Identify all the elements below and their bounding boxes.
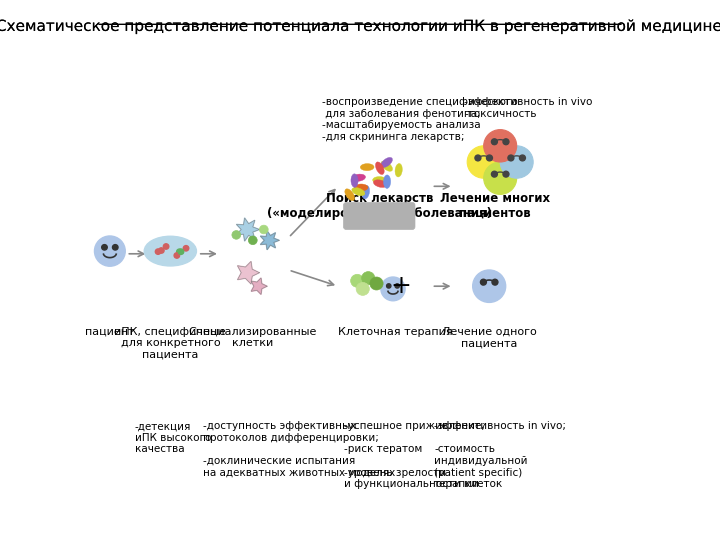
Text: -успешное приживление;

-риск тератом

-уровень зрелости
и функциональности клет: -успешное приживление; -риск тератом -ур…	[343, 421, 502, 489]
Text: -доступность эффективных
протоколов дифференцировки;

-доклинические испытания
н: -доступность эффективных протоколов дифф…	[203, 421, 395, 477]
Text: -эффективность in vivo
-токсичность: -эффективность in vivo -токсичность	[464, 97, 593, 119]
Text: -воспроизведение специфического
 для заболевания фенотипа;
-масштабируемость ана: -воспроизведение специфического для забо…	[322, 97, 517, 142]
Ellipse shape	[374, 180, 387, 187]
Circle shape	[351, 274, 364, 287]
Circle shape	[179, 249, 184, 254]
Text: Лечение многих
пациентов: Лечение многих пациентов	[440, 192, 550, 220]
Ellipse shape	[362, 186, 369, 199]
Circle shape	[467, 146, 500, 178]
Circle shape	[184, 246, 189, 251]
Ellipse shape	[345, 189, 355, 201]
Circle shape	[500, 146, 534, 178]
Circle shape	[503, 171, 509, 177]
Circle shape	[248, 236, 257, 245]
Circle shape	[480, 279, 487, 285]
Circle shape	[484, 130, 517, 162]
Ellipse shape	[395, 164, 402, 177]
Circle shape	[503, 139, 509, 145]
Circle shape	[492, 139, 498, 145]
FancyBboxPatch shape	[343, 202, 415, 230]
Text: -эффективность in vivo;

-стоимость
индивидуальной
(patient specific)
терапии: -эффективность in vivo; -стоимость индив…	[434, 421, 566, 489]
Polygon shape	[238, 261, 259, 284]
Ellipse shape	[375, 162, 384, 174]
Circle shape	[492, 279, 498, 285]
Circle shape	[473, 270, 505, 302]
Polygon shape	[261, 231, 279, 250]
Polygon shape	[236, 218, 259, 241]
Circle shape	[174, 253, 179, 258]
Circle shape	[520, 155, 526, 161]
Text: Клеточная терапия: Клеточная терапия	[338, 327, 453, 337]
Ellipse shape	[381, 161, 392, 171]
Circle shape	[232, 231, 240, 239]
Text: Поиск лекарств
(«моделирование» заболевания): Поиск лекарств («моделирование» заболева…	[266, 192, 492, 220]
Ellipse shape	[381, 158, 392, 167]
Polygon shape	[251, 278, 267, 294]
Text: Лечение одного
пациента: Лечение одного пациента	[442, 327, 536, 348]
Circle shape	[156, 249, 161, 254]
Text: -детекция
иПК высокого
качества: -детекция иПК высокого качества	[135, 421, 211, 454]
Text: Схематическое представление потенциала технологии иПК в регенеративной медицине: Схематическое представление потенциала т…	[0, 19, 720, 34]
Circle shape	[163, 244, 168, 249]
Circle shape	[176, 249, 182, 254]
Ellipse shape	[373, 177, 387, 184]
Ellipse shape	[384, 175, 391, 188]
Circle shape	[361, 272, 375, 285]
Ellipse shape	[144, 236, 197, 266]
Circle shape	[484, 162, 517, 194]
Circle shape	[395, 284, 400, 288]
Ellipse shape	[351, 174, 358, 187]
Circle shape	[492, 171, 498, 177]
Circle shape	[487, 155, 492, 161]
Circle shape	[356, 282, 369, 295]
Circle shape	[102, 245, 107, 250]
Circle shape	[381, 277, 405, 301]
Text: +: +	[391, 274, 412, 298]
Ellipse shape	[352, 174, 366, 181]
Circle shape	[158, 248, 164, 253]
Circle shape	[370, 277, 383, 290]
Ellipse shape	[360, 164, 374, 171]
Text: пациент: пациент	[85, 327, 135, 337]
Circle shape	[112, 245, 118, 250]
Ellipse shape	[354, 184, 368, 191]
Text: иПК, специфичные
для конкретного
пациента: иПК, специфичные для конкретного пациент…	[114, 327, 226, 360]
Circle shape	[387, 284, 391, 288]
Circle shape	[508, 155, 514, 161]
Ellipse shape	[352, 187, 365, 196]
Circle shape	[259, 225, 268, 234]
Circle shape	[475, 155, 481, 161]
Text: Специализированные
клетки: Специализированные клетки	[189, 327, 317, 348]
Circle shape	[94, 236, 125, 266]
